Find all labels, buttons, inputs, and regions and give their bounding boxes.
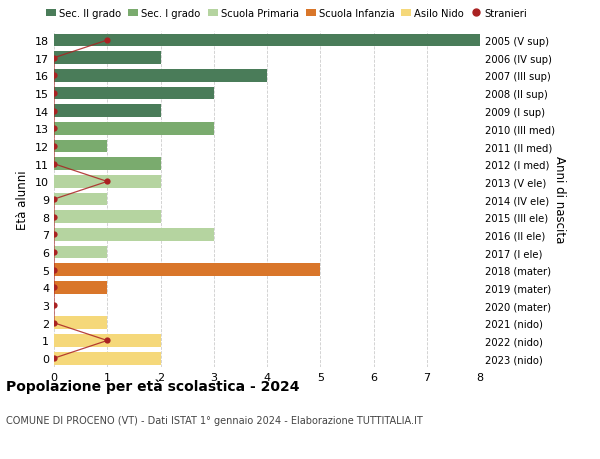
Y-axis label: Età alunni: Età alunni <box>16 170 29 230</box>
Bar <box>54 317 107 330</box>
Bar <box>54 246 107 259</box>
Bar <box>54 105 161 118</box>
Text: Popolazione per età scolastica - 2024: Popolazione per età scolastica - 2024 <box>6 379 299 393</box>
Bar <box>54 123 214 135</box>
Bar <box>54 193 107 206</box>
Y-axis label: Anni di nascita: Anni di nascita <box>553 156 566 243</box>
Bar <box>54 70 267 83</box>
Bar <box>54 211 161 224</box>
Bar <box>54 34 480 47</box>
Bar <box>54 158 161 171</box>
Bar <box>54 352 161 365</box>
Bar <box>54 229 214 241</box>
Bar <box>54 335 161 347</box>
Text: COMUNE DI PROCENO (VT) - Dati ISTAT 1° gennaio 2024 - Elaborazione TUTTITALIA.IT: COMUNE DI PROCENO (VT) - Dati ISTAT 1° g… <box>6 415 423 425</box>
Bar <box>54 281 107 294</box>
Bar <box>54 264 320 277</box>
Bar <box>54 52 161 65</box>
Bar <box>54 140 107 153</box>
Bar <box>54 88 214 100</box>
Bar <box>54 176 161 188</box>
Legend: Sec. II grado, Sec. I grado, Scuola Primaria, Scuola Infanzia, Asilo Nido, Stran: Sec. II grado, Sec. I grado, Scuola Prim… <box>46 9 527 19</box>
